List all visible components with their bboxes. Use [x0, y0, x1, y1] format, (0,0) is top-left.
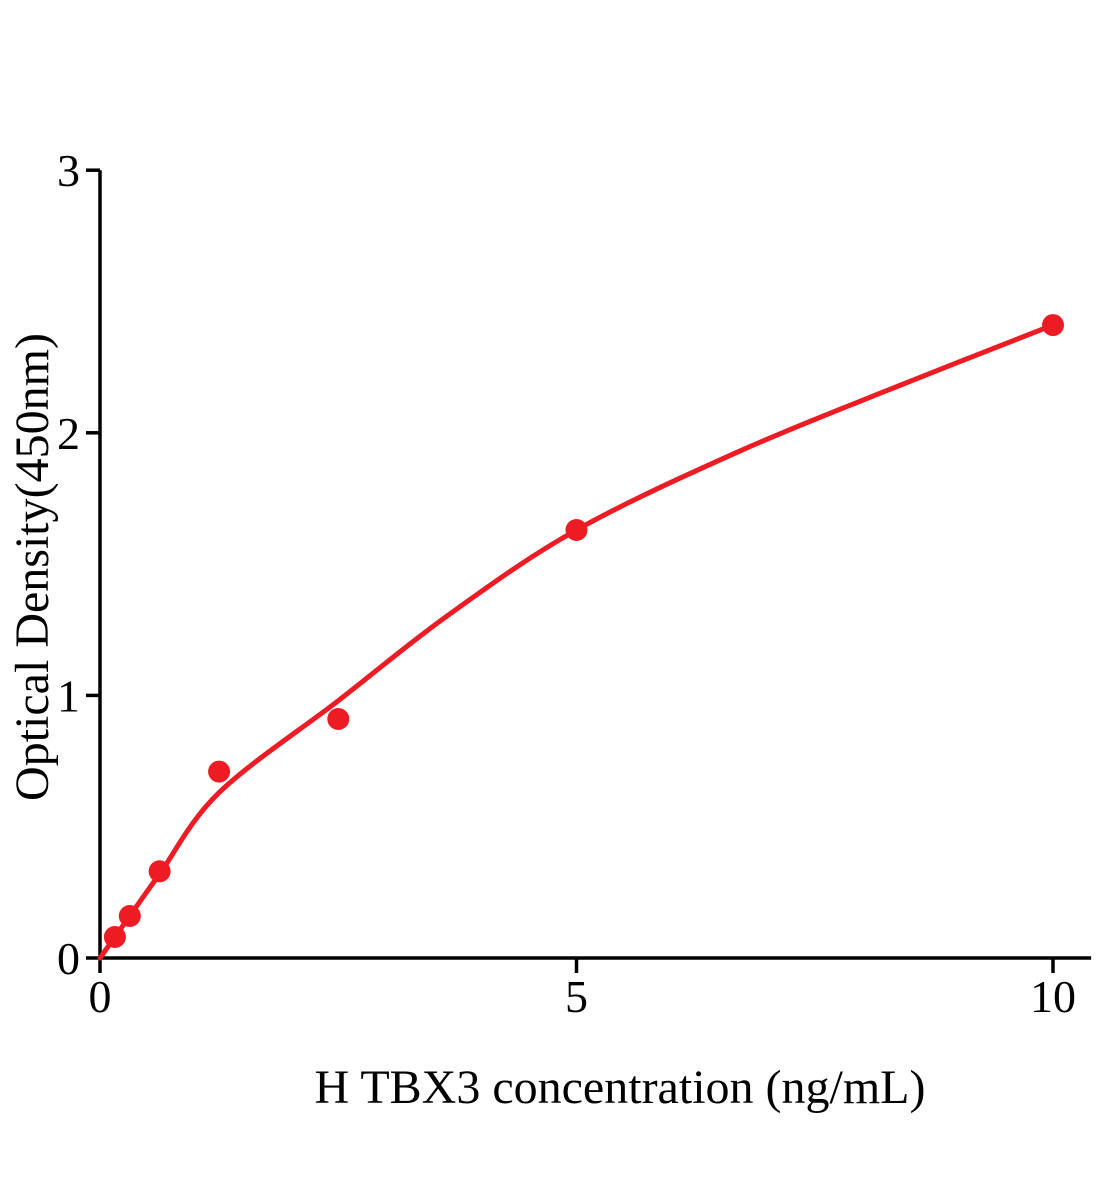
y-tick-label: 0	[57, 933, 80, 984]
data-point	[118, 905, 141, 927]
x-tick-label: 0	[89, 971, 112, 1022]
x-tick-label: 10	[1030, 971, 1076, 1022]
y-tick-label: 2	[57, 408, 80, 459]
y-tick-label: 3	[57, 145, 80, 196]
data-point	[208, 760, 231, 783]
data-point	[103, 926, 126, 948]
x-tick-label: 5	[565, 971, 588, 1022]
x-axis-title: H TBX3 concentration (ng/mL)	[315, 1061, 926, 1114]
data-point	[327, 708, 350, 730]
axes-layer: 0 1 2 3 0 5 10	[57, 145, 1092, 1022]
data-point	[1042, 314, 1064, 337]
y-tick-label: 1	[57, 670, 80, 721]
data-point	[565, 519, 588, 541]
data-point	[148, 860, 171, 883]
y-axis-title: Optical Density(450nm)	[6, 333, 59, 801]
series-layer	[97, 314, 1064, 961]
fit-curve	[97, 322, 1056, 961]
